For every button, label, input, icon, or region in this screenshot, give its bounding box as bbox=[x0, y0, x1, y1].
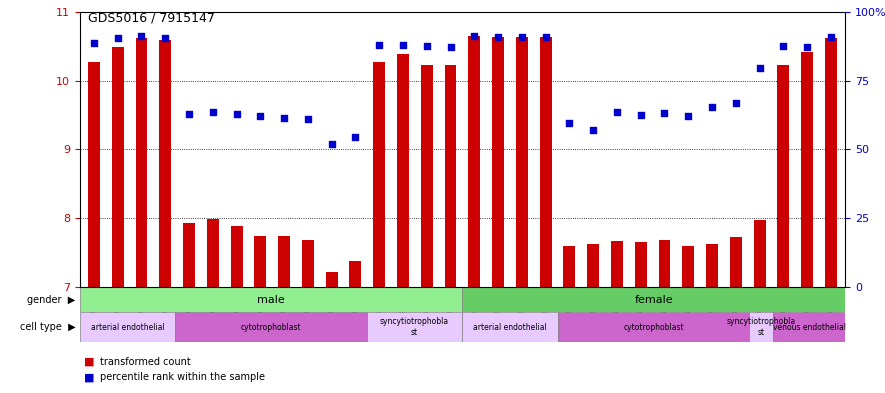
Bar bbox=[175, 312, 366, 342]
Point bbox=[372, 42, 386, 48]
Text: syncytiotrophobla
st: syncytiotrophobla st bbox=[380, 318, 449, 337]
Bar bbox=[468, 36, 481, 287]
Text: syncytiotrophobla
st: syncytiotrophobla st bbox=[727, 318, 796, 337]
Bar bbox=[80, 312, 175, 342]
Bar bbox=[558, 312, 750, 342]
Bar bbox=[750, 312, 773, 342]
Point bbox=[491, 33, 505, 40]
Point bbox=[205, 108, 219, 115]
Point bbox=[586, 127, 600, 133]
Bar bbox=[350, 261, 361, 287]
Bar bbox=[80, 287, 462, 312]
Bar bbox=[777, 65, 789, 287]
Bar bbox=[254, 236, 266, 287]
Text: ■: ■ bbox=[84, 372, 95, 382]
Bar bbox=[462, 287, 845, 312]
Text: gender  ▶: gender ▶ bbox=[27, 295, 75, 305]
Point bbox=[419, 43, 434, 49]
Point bbox=[158, 35, 173, 41]
Text: cell type  ▶: cell type ▶ bbox=[19, 322, 75, 332]
Point bbox=[824, 33, 838, 40]
Point bbox=[681, 113, 696, 119]
Bar bbox=[366, 312, 462, 342]
Point bbox=[658, 110, 672, 116]
Text: arterial endothelial: arterial endothelial bbox=[473, 323, 547, 332]
Point bbox=[776, 43, 790, 49]
Bar bbox=[278, 236, 290, 287]
Point bbox=[277, 114, 291, 121]
Bar bbox=[231, 226, 242, 287]
Bar bbox=[611, 241, 623, 287]
Text: ■: ■ bbox=[84, 356, 95, 367]
Text: arterial endothelial: arterial endothelial bbox=[90, 323, 165, 332]
Point bbox=[634, 112, 648, 118]
Bar bbox=[326, 272, 337, 287]
Bar bbox=[397, 54, 409, 287]
Point bbox=[253, 113, 267, 119]
Bar bbox=[682, 246, 694, 287]
Text: cytotrophoblast: cytotrophoblast bbox=[241, 323, 302, 332]
Bar bbox=[706, 244, 718, 287]
Point bbox=[467, 33, 481, 39]
Text: cytotrophoblast: cytotrophoblast bbox=[623, 323, 684, 332]
Text: male: male bbox=[258, 295, 285, 305]
Bar bbox=[492, 37, 504, 287]
Point bbox=[301, 116, 315, 122]
Bar bbox=[801, 51, 813, 287]
Point bbox=[443, 44, 458, 50]
Bar bbox=[540, 37, 551, 287]
Bar bbox=[564, 246, 575, 287]
Bar bbox=[730, 237, 742, 287]
Bar bbox=[159, 40, 171, 287]
Bar bbox=[825, 38, 837, 287]
Point bbox=[229, 110, 243, 117]
Bar bbox=[88, 62, 100, 287]
Bar bbox=[635, 242, 647, 287]
Point bbox=[111, 35, 125, 41]
Point bbox=[539, 34, 553, 40]
Point bbox=[349, 134, 363, 140]
Point bbox=[182, 110, 196, 117]
Point bbox=[610, 108, 624, 115]
Bar bbox=[207, 219, 219, 287]
Point bbox=[800, 44, 814, 50]
Bar bbox=[754, 220, 766, 287]
Bar bbox=[462, 312, 558, 342]
Bar bbox=[516, 37, 527, 287]
Bar bbox=[588, 244, 599, 287]
Bar bbox=[135, 38, 148, 287]
Text: percentile rank within the sample: percentile rank within the sample bbox=[100, 372, 265, 382]
Point bbox=[562, 120, 576, 126]
Point bbox=[705, 104, 720, 110]
Point bbox=[728, 99, 743, 106]
Point bbox=[752, 65, 766, 72]
Bar bbox=[373, 62, 385, 287]
Point bbox=[325, 141, 339, 147]
Bar bbox=[183, 223, 195, 287]
Bar bbox=[658, 240, 671, 287]
Text: transformed count: transformed count bbox=[100, 356, 191, 367]
Bar bbox=[302, 240, 314, 287]
Point bbox=[135, 33, 149, 39]
Point bbox=[396, 42, 410, 48]
Bar bbox=[112, 47, 124, 287]
Point bbox=[87, 40, 101, 46]
Text: female: female bbox=[635, 295, 673, 305]
Point bbox=[515, 33, 529, 40]
Text: venous endothelial: venous endothelial bbox=[773, 323, 846, 332]
Bar bbox=[773, 312, 845, 342]
Bar bbox=[420, 65, 433, 287]
Bar bbox=[444, 65, 457, 287]
Text: GDS5016 / 7915147: GDS5016 / 7915147 bbox=[88, 12, 215, 25]
